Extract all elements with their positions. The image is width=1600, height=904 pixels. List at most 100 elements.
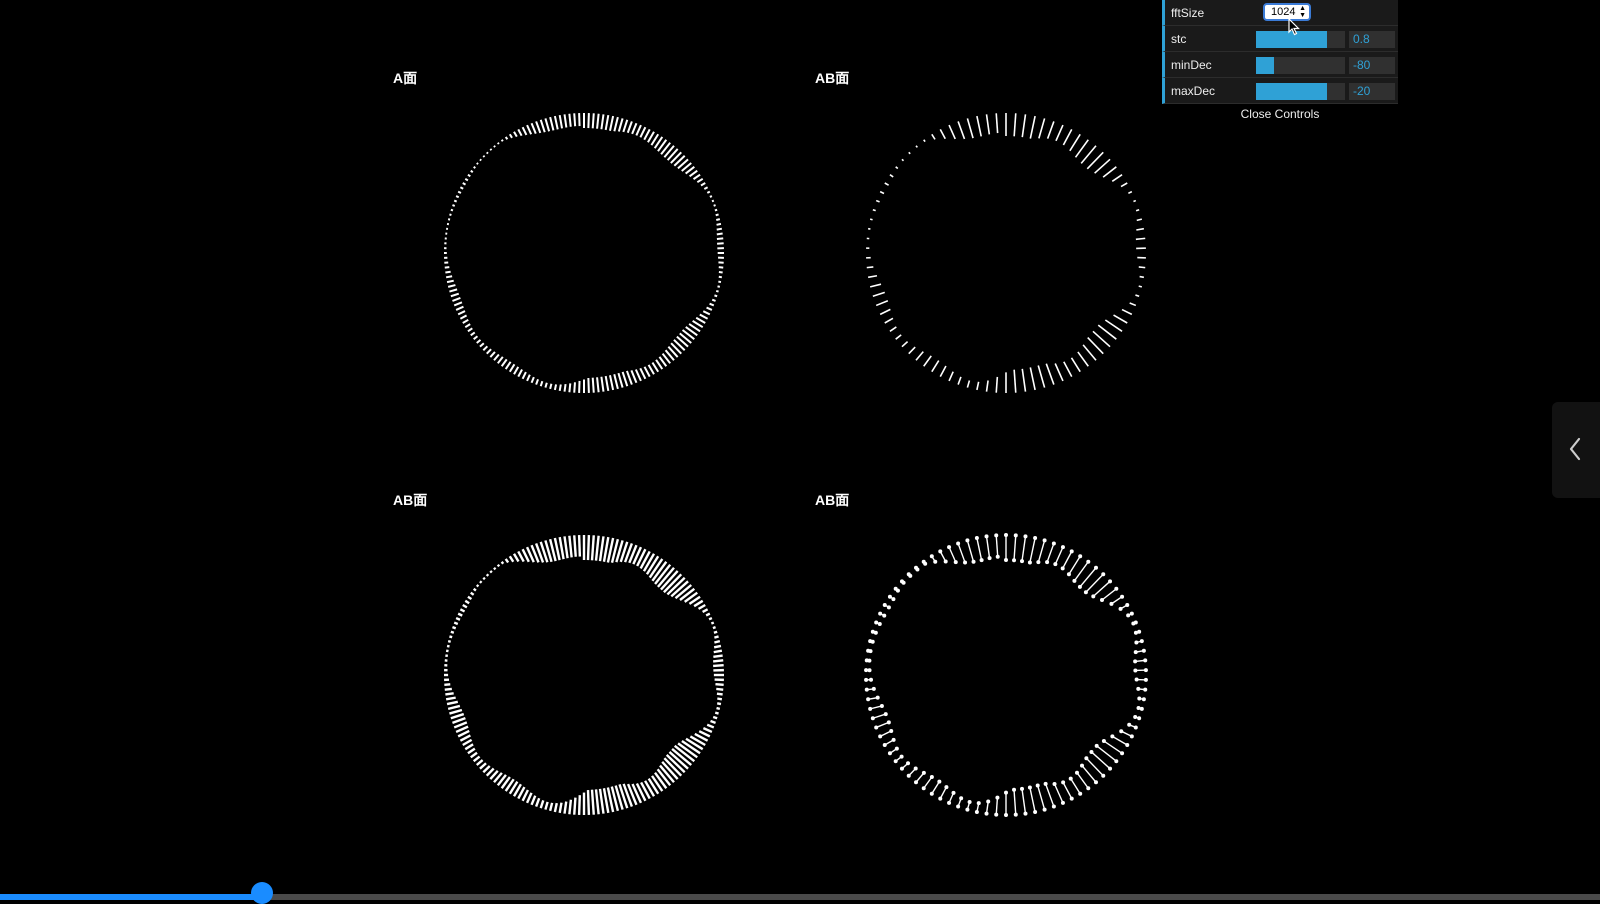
spectrum-bar	[458, 192, 461, 193]
mindec-slider-fill	[1256, 57, 1274, 74]
spectrum-bar	[932, 361, 939, 372]
spectrum-bar	[1139, 267, 1145, 268]
spectrum-dot	[1133, 668, 1137, 672]
spectrum-bar	[1039, 118, 1045, 138]
spectrum-bar	[1112, 736, 1127, 745]
spectrum-bar	[610, 375, 613, 390]
spectrum-bar	[1103, 167, 1116, 177]
spectrum-bar	[527, 793, 531, 803]
playback-progress-thumb[interactable]	[251, 882, 273, 904]
spectrum-dot	[874, 725, 878, 729]
spectrum-dot	[874, 621, 878, 625]
spectrum-dot	[1078, 554, 1082, 558]
spectrum-bar	[483, 578, 485, 580]
spectrum-dot	[1036, 560, 1040, 564]
fftsize-select[interactable]: 1024 ▲▼	[1263, 3, 1311, 21]
spectrum-dot	[930, 775, 934, 779]
spectrum-bar	[710, 721, 715, 723]
spectrum-bar	[592, 535, 594, 560]
spectrum-dot	[1014, 533, 1018, 537]
spectrum-dot	[884, 712, 888, 716]
spectrum-bar	[1128, 192, 1131, 194]
maxdec-value-input[interactable]: -20	[1349, 83, 1395, 100]
spectrum-bar	[1137, 219, 1142, 220]
spectrum-bar	[623, 120, 627, 132]
spectrum-bar	[958, 121, 964, 138]
spectrum-bar	[456, 196, 459, 197]
close-controls-button[interactable]: Close Controls	[1162, 104, 1398, 124]
spectrum-bar	[565, 114, 567, 127]
spectrum-bar	[1022, 114, 1025, 137]
spectrum-bar	[510, 134, 512, 138]
spectrum-dot	[1004, 813, 1008, 817]
spectrum-bar	[1048, 121, 1054, 138]
spectrum-bar	[506, 362, 511, 369]
spectrum-bar	[719, 272, 723, 273]
spectrum-bar	[1093, 581, 1110, 596]
spectrum-bar	[628, 121, 632, 132]
spectrum-dot	[1069, 777, 1073, 781]
spectrum-bar	[460, 315, 466, 318]
stc-value-input[interactable]: 0.8	[1349, 31, 1395, 48]
spectrum-dot	[947, 801, 951, 805]
spectrum-bar	[694, 175, 701, 179]
maxdec-label: maxDec	[1171, 84, 1215, 98]
spectrum-bar	[465, 324, 470, 327]
spectrum-dot	[1109, 602, 1113, 606]
stc-slider[interactable]	[1256, 31, 1345, 48]
spectrum-bar	[686, 739, 703, 749]
side-panel-toggle[interactable]	[1552, 402, 1600, 498]
spectrum-dot	[1089, 750, 1093, 754]
spectrum-bar	[713, 656, 722, 657]
mindec-value-input[interactable]: -80	[1349, 57, 1395, 74]
spectrum-dot	[922, 771, 926, 775]
spectrum-bar	[1135, 295, 1139, 296]
spectrum-bar	[545, 383, 546, 388]
spectrum-bar	[1083, 345, 1096, 360]
spectrum-bar	[977, 538, 982, 560]
spectrum-bar	[452, 298, 460, 301]
spectrum-bar	[487, 769, 494, 776]
spectrum-dot	[1061, 566, 1065, 570]
maxdec-slider[interactable]	[1256, 83, 1345, 100]
spectrum-bar	[565, 384, 566, 391]
spectrum-bar	[1046, 364, 1054, 385]
spectrum-bar	[490, 352, 495, 357]
spectrum-dot	[1014, 813, 1018, 817]
spectrum-dot	[864, 668, 868, 672]
circular-visualizer-a	[414, 83, 754, 423]
spectrum-bar	[902, 342, 908, 347]
spectrum-bar	[445, 693, 453, 694]
spectrum-bar	[487, 349, 491, 353]
spectrum-bar	[714, 651, 722, 652]
spectrum-dot	[880, 704, 884, 708]
spectrum-bar	[463, 740, 472, 745]
spectrum-dot	[867, 659, 871, 663]
mindec-slider[interactable]	[1256, 57, 1345, 74]
spectrum-bar	[460, 187, 463, 188]
spectrum-dot	[1140, 639, 1144, 643]
spectrum-dot	[1131, 622, 1135, 626]
fftsize-label: fftSize	[1171, 6, 1204, 20]
circular-visualizer-ab-3	[836, 505, 1176, 845]
playback-progress-track[interactable]	[0, 894, 1600, 900]
spectrum-bar	[447, 702, 458, 704]
spectrum-bar	[550, 803, 552, 811]
spectrum-bar	[601, 377, 603, 392]
spectrum-bar	[1074, 562, 1088, 581]
spectrum-bar	[447, 281, 454, 282]
spectrum-bar	[1104, 741, 1122, 753]
spectrum-bar	[718, 286, 720, 287]
spectrum-dot	[985, 534, 989, 538]
spectrum-bar	[527, 375, 530, 381]
spectrum-bar	[1030, 787, 1035, 811]
spectrum-bar	[471, 171, 473, 172]
spectrum-dot	[1020, 559, 1024, 563]
spectrum-bar	[1069, 556, 1080, 574]
spectrum-bar	[716, 689, 723, 690]
spectrum-dot	[996, 555, 1000, 559]
spectrum-dot	[1130, 612, 1134, 616]
circular-visualizer-ab-1	[836, 83, 1176, 423]
spectrum-bar	[870, 284, 881, 287]
spectrum-bar	[451, 714, 464, 718]
